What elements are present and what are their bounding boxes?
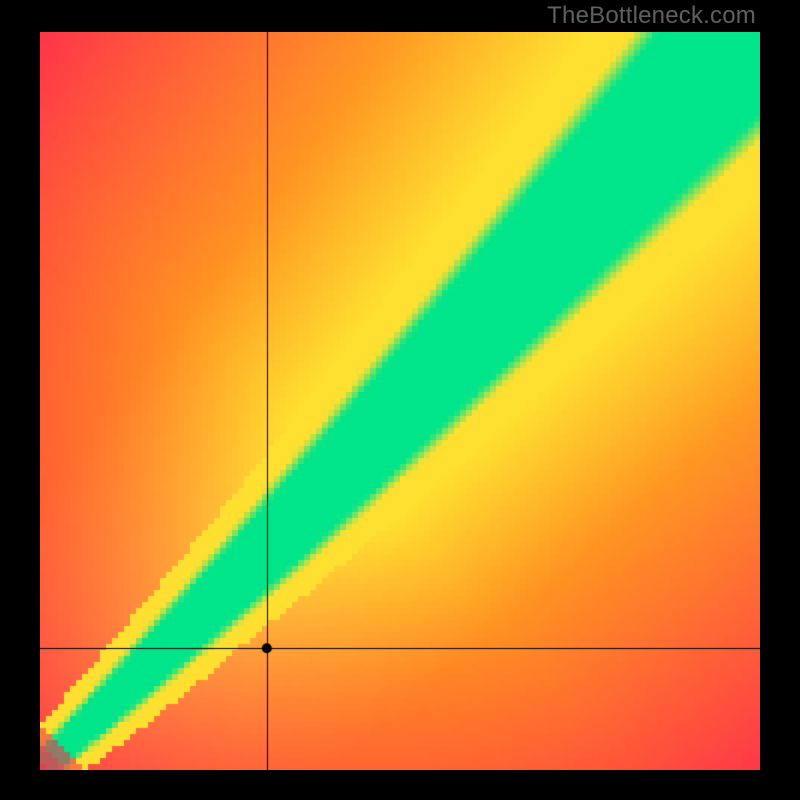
chart-container: TheBottleneck.com [0,0,800,800]
watermark-text: TheBottleneck.com [547,2,756,30]
bottleneck-heatmap [40,32,760,770]
